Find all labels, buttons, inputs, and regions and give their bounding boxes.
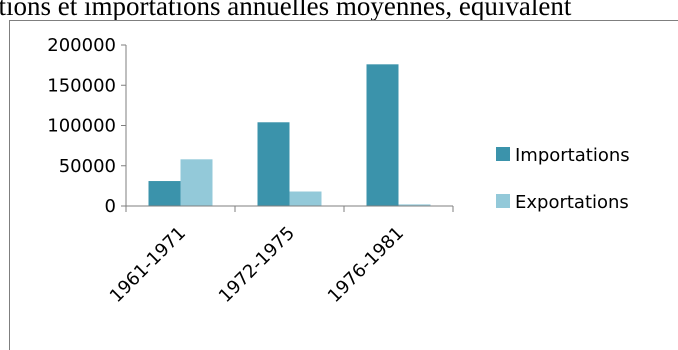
legend-swatch-exportations bbox=[496, 194, 510, 208]
legend: Importations Exportations bbox=[496, 145, 630, 213]
bars-layer bbox=[148, 64, 431, 206]
legend-swatch-importations bbox=[496, 147, 510, 161]
y-tick-label: 0 bbox=[105, 196, 116, 217]
y-tick-label: 150000 bbox=[47, 75, 116, 96]
y-tick-label: 100000 bbox=[47, 116, 116, 137]
bar-importations-1961-1971 bbox=[148, 181, 181, 206]
bar-exportations-1972-1975 bbox=[289, 191, 322, 206]
bar-exportations-1976-1981 bbox=[398, 204, 431, 206]
bar-importations-1972-1975 bbox=[257, 122, 290, 206]
legend-label-importations: Importations bbox=[515, 145, 630, 166]
labels-layer: 0 50000 100000 150000 200000 1961-1971 1972-19… bbox=[47, 35, 408, 307]
x-tick-label: 1961-1971 bbox=[106, 223, 190, 307]
bar-exportations-1961-1971 bbox=[180, 159, 213, 206]
y-tick-label: 50000 bbox=[59, 156, 116, 177]
axes-layer bbox=[121, 44, 454, 212]
bar-importations-1976-1981 bbox=[366, 64, 399, 206]
x-tick-label: 1976-1981 bbox=[324, 223, 408, 307]
x-tick-label: 1972-1975 bbox=[215, 223, 299, 307]
y-tick-label: 200000 bbox=[47, 35, 116, 56]
chart-area bbox=[9, 20, 678, 350]
bar-chart: 0 50000 100000 150000 200000 1961-1971 1972-19… bbox=[47, 35, 630, 307]
figure-caption: rtations et importations annuelles moyen… bbox=[0, 0, 572, 21]
legend-label-exportations: Exportations bbox=[515, 192, 629, 213]
